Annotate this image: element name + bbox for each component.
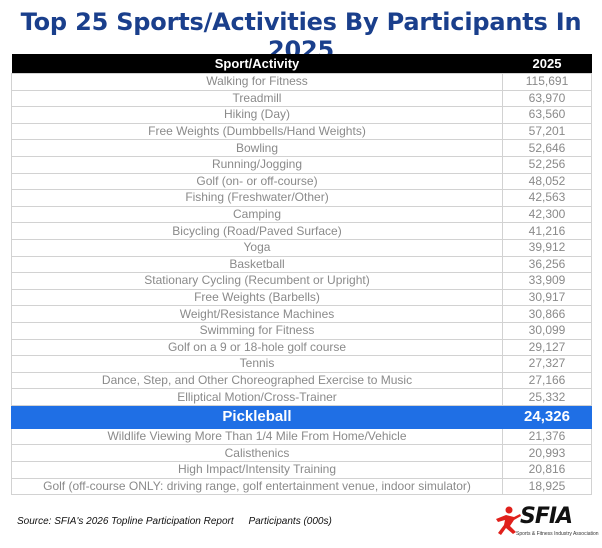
participants-cell: 52,646 <box>502 139 592 157</box>
participation-table: Sport/Activity 2025 Walking for Fitness 1… <box>11 54 592 496</box>
table-row: Bowling 52,646 <box>11 139 592 157</box>
table-row: Tennis 27,327 <box>11 355 592 373</box>
table-row: Bicycling (Road/Paved Surface) 41,216 <box>11 222 592 240</box>
participants-cell: 41,216 <box>502 222 592 240</box>
participants-cell: 52,256 <box>502 155 592 174</box>
activity-cell: Calisthenics <box>11 444 503 463</box>
participants-cell: 27,327 <box>502 355 592 373</box>
participants-cell: 57,201 <box>502 122 592 141</box>
table-row: Walking for Fitness 115,691 <box>11 73 592 91</box>
participants-cell: 33,909 <box>502 272 592 290</box>
header-year: 2025 <box>502 54 592 74</box>
participants-cell: 115,691 <box>502 73 592 91</box>
table-row: Weight/Resistance Machines 30,866 <box>11 305 592 323</box>
activity-cell: Pickleball <box>11 404 503 429</box>
activity-cell: Free Weights (Dumbbells/Hand Weights) <box>11 122 503 141</box>
participants-cell: 18,925 <box>502 477 592 496</box>
participants-cell: 30,099 <box>502 321 592 340</box>
table-row: Dance, Step, and Other Choreographed Exe… <box>11 371 592 390</box>
table-row: Golf (on- or off-course) 48,052 <box>11 172 592 191</box>
participants-cell: 39,912 <box>502 238 592 257</box>
table-row: Swimming for Fitness 30,099 <box>11 321 592 340</box>
table-row: Camping 42,300 <box>11 205 592 224</box>
participants-cell: 25,332 <box>502 388 592 406</box>
table-row: High Impact/Intensity Training 20,816 <box>11 461 592 479</box>
units-note: Participants (000s) <box>248 516 332 527</box>
footer: Source: SFIA's 2026 Topline Participatio… <box>17 516 344 527</box>
activity-cell: Bicycling (Road/Paved Surface) <box>11 222 503 240</box>
activity-cell: Golf on a 9 or 18-hole golf course <box>11 338 503 357</box>
table-header-row: Sport/Activity 2025 <box>11 54 592 74</box>
table-row: Free Weights (Dumbbells/Hand Weights) 57,… <box>11 122 592 141</box>
activity-cell: Hiking (Day) <box>11 106 503 124</box>
participants-cell: 24,326 <box>502 404 592 429</box>
activity-cell: Elliptical Motion/Cross-Trainer <box>11 388 503 406</box>
activity-cell: Free Weights (Barbells) <box>11 288 503 307</box>
participants-cell: 48,052 <box>502 172 592 191</box>
activity-cell: Wildlife Viewing More Than 1/4 Mile From… <box>11 427 503 446</box>
participants-cell: 20,816 <box>502 461 592 479</box>
participants-cell: 63,560 <box>502 106 592 124</box>
activity-cell: Dance, Step, and Other Choreographed Exe… <box>11 371 503 390</box>
participants-cell: 29,127 <box>502 338 592 357</box>
table-row: Elliptical Motion/Cross-Trainer 25,332 <box>11 388 592 406</box>
table-row: Calisthenics 20,993 <box>11 444 592 463</box>
participants-cell: 42,300 <box>502 205 592 224</box>
source-note: Source: SFIA's 2026 Topline Participatio… <box>17 516 234 527</box>
table-row: Hiking (Day) 63,560 <box>11 106 592 124</box>
table-body: Walking for Fitness 115,691 Treadmill 63,97… <box>11 73 592 496</box>
activity-cell: Walking for Fitness <box>11 73 503 91</box>
table-row: Yoga 39,912 <box>11 238 592 257</box>
table-row: Basketball 36,256 <box>11 255 592 274</box>
table-row: Fishing (Freshwater/Other) 42,563 <box>11 189 592 207</box>
activity-cell: Weight/Resistance Machines <box>11 305 503 323</box>
activity-cell: Basketball <box>11 255 503 274</box>
page-title: Top 25 Sports/Activities By Participants… <box>20 8 582 64</box>
participants-cell: 30,917 <box>502 288 592 307</box>
sfia-logo-subtitle: Sports & Fitness Industry Association <box>516 531 599 537</box>
activity-cell: Golf (off-course ONLY: driving range, go… <box>11 477 503 496</box>
participants-cell: 27,166 <box>502 371 592 390</box>
activity-cell: Tennis <box>11 355 503 373</box>
activity-cell: Camping <box>11 205 503 224</box>
table-row: Golf on a 9 or 18-hole golf course 29,127 <box>11 338 592 357</box>
participants-cell: 42,563 <box>502 189 592 207</box>
table-row: Treadmill 63,970 <box>11 89 592 108</box>
participants-cell: 63,970 <box>502 89 592 108</box>
activity-cell: Running/Jogging <box>11 155 503 174</box>
header-sport-activity: Sport/Activity <box>11 54 503 74</box>
activity-cell: Bowling <box>11 139 503 157</box>
activity-cell: Golf (on- or off-course) <box>11 172 503 191</box>
activity-cell: Treadmill <box>11 89 503 108</box>
table-row: Running/Jogging 52,256 <box>11 155 592 174</box>
table-row: Free Weights (Barbells) 30,917 <box>11 288 592 307</box>
participants-cell: 30,866 <box>502 305 592 323</box>
sfia-logo-figure-icon <box>496 506 521 535</box>
activity-cell: Yoga <box>11 238 503 257</box>
activity-cell: Fishing (Freshwater/Other) <box>11 189 503 207</box>
sfia-logo-text: SFIA <box>520 504 573 529</box>
participants-cell: 21,376 <box>502 427 592 446</box>
activity-cell: High Impact/Intensity Training <box>11 461 503 479</box>
activity-cell: Stationary Cycling (Recumbent or Upright… <box>11 272 503 290</box>
table-row-highlighted: Pickleball 24,326 <box>11 404 592 429</box>
activity-cell: Swimming for Fitness <box>11 321 503 340</box>
participants-cell: 20,993 <box>502 444 592 463</box>
participants-cell: 36,256 <box>502 255 592 274</box>
table-row: Stationary Cycling (Recumbent or Upright… <box>11 272 592 290</box>
table-row: Golf (off-course ONLY: driving range, go… <box>11 477 592 496</box>
table-row: Wildlife Viewing More Than 1/4 Mile From… <box>11 427 592 446</box>
